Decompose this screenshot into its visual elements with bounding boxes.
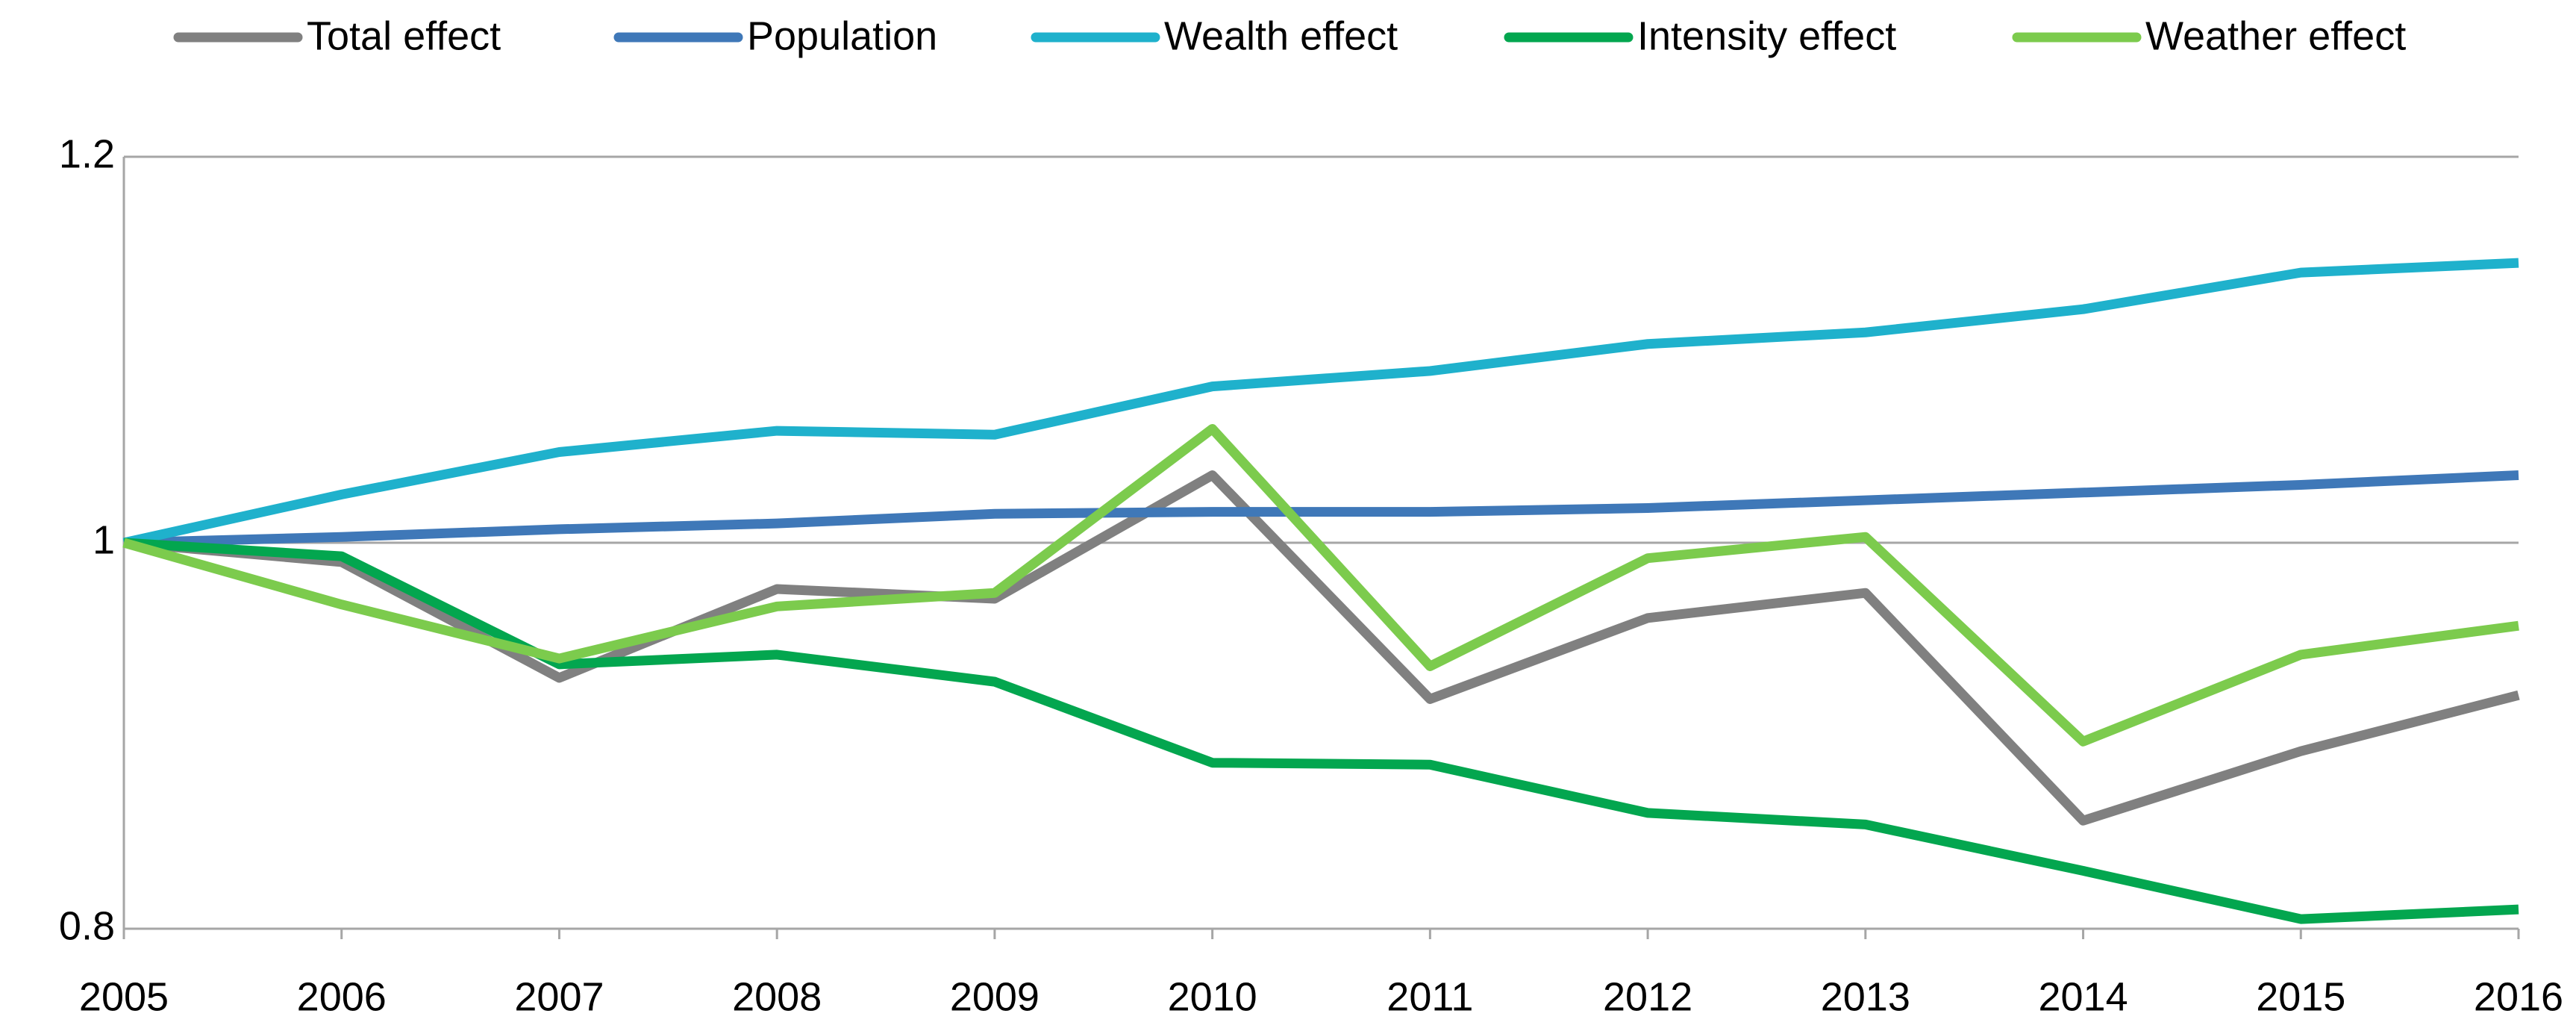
y-tick-label: 1: [93, 517, 115, 562]
x-tick-label: 2009: [950, 974, 1040, 1019]
legend-label: Intensity effect: [1637, 13, 1896, 58]
x-tick-label: 2016: [2474, 974, 2563, 1019]
x-tick-label: 2007: [514, 974, 604, 1019]
x-tick-label: 2015: [2256, 974, 2345, 1019]
series-line: [122, 258, 2519, 548]
x-tick-label: 2008: [732, 974, 822, 1019]
legend-label: Wealth effect: [1164, 13, 1398, 58]
x-tick-label: 2005: [79, 974, 169, 1019]
x-tick-label: 2013: [1821, 974, 1910, 1019]
x-tick-label: 2014: [2038, 974, 2128, 1019]
series-line: [123, 538, 2519, 924]
legend-label: Weather effect: [2145, 13, 2406, 58]
series-line: [122, 423, 2519, 747]
x-tick-label: 2011: [1387, 974, 1473, 1019]
y-tick-label: 0.8: [59, 903, 115, 948]
x-tick-label: 2012: [1603, 974, 1692, 1019]
x-tick-label: 2010: [1168, 974, 1257, 1019]
x-tick-label: 2006: [297, 974, 387, 1019]
legend-label: Population: [747, 13, 937, 58]
legend-label: Total effect: [307, 13, 501, 58]
series-line: [123, 470, 2520, 826]
y-tick-label: 1.2: [59, 131, 115, 176]
series-line: [123, 470, 2519, 548]
